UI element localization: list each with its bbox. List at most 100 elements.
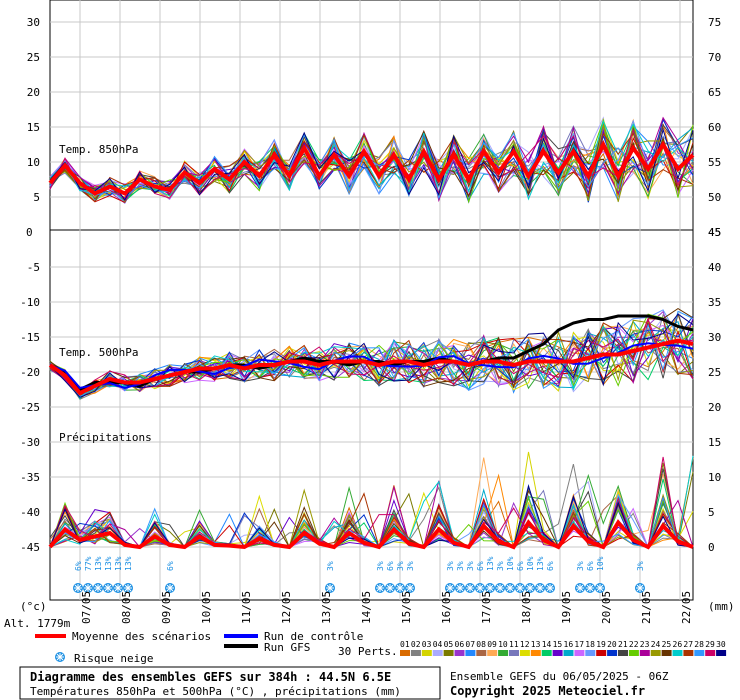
mean-850-line	[48, 139, 695, 196]
mean-500-line	[48, 338, 694, 396]
x-date-label: 11/05	[240, 591, 253, 624]
pert-code: 21	[618, 640, 628, 649]
snowflake-icon	[505, 583, 515, 593]
tick-label-850-left: 10	[27, 156, 40, 169]
pert-swatch	[607, 650, 618, 656]
legend-perts-label: 30 Perts.	[338, 645, 398, 658]
snowflake-icon	[535, 583, 545, 593]
tick-label-500-right: 0	[708, 541, 715, 554]
legend-mean-label: Moyenne des scénarios	[72, 630, 211, 643]
snow-risk-pct: 10%	[526, 556, 535, 571]
x-date-label: 20/05	[600, 591, 613, 624]
member-850-line	[49, 118, 694, 204]
pert-code: 07	[465, 640, 475, 649]
x-date-label: 22/05	[680, 591, 693, 624]
x-date-label: 17/05	[480, 591, 493, 624]
snow-risk-pct: 3%	[576, 561, 585, 571]
snowflake-icon	[83, 583, 93, 593]
snow-risk-pct: 77%	[84, 556, 93, 571]
pert-code: 28	[694, 640, 704, 649]
snow-risk-pct: 10%	[596, 556, 605, 571]
pert-code: 22	[629, 640, 639, 649]
snow-risk-pct: 6%	[516, 561, 525, 571]
pert-code: 19	[596, 640, 606, 649]
snowflake-icon	[455, 583, 465, 593]
tick-label-850-left: 30	[27, 16, 40, 29]
ticks-500: -5 -10 -15 -20 -25 -30 -35 -40 -45 45 40 35 30 25 20 15…	[20, 226, 721, 554]
tick-label-850-right: 55	[708, 156, 721, 169]
x-date-label: 13/05	[320, 591, 333, 624]
snowflake-icon	[445, 583, 455, 593]
member-500-line	[49, 331, 694, 399]
pert-code: 24	[651, 640, 661, 649]
tick-label-850-left: 15	[27, 121, 40, 134]
pert-swatch	[574, 650, 585, 656]
snow-risk-pct: 3%	[456, 561, 465, 571]
tick-label-500-right: 10	[708, 471, 721, 484]
pert-swatch	[509, 650, 519, 656]
footer-box	[19, 666, 441, 700]
mean-precip-line	[48, 519, 694, 550]
snow-risk-pct: 3%	[406, 561, 415, 571]
pert-swatch	[541, 650, 552, 656]
footer-title: Diagramme des ensembles GEFS sur 384h : …	[30, 670, 391, 684]
x-date-label: 07/05	[80, 591, 93, 624]
snow-risk-row: 6% 77% 13% 13% 13% 13% 6% 3% 3% 6% 3% 3% 3% 3% 3% 6% 13%…	[73, 556, 645, 593]
pert-code: 03	[422, 640, 432, 649]
pert-code: 25	[662, 640, 672, 649]
x-date-label: 19/05	[560, 591, 573, 624]
snowflake-icon	[395, 583, 405, 593]
snow-risk-pct: 6%	[546, 561, 555, 571]
pert-swatch	[596, 650, 607, 656]
pert-swatch	[421, 650, 432, 656]
pert-swatch	[454, 650, 465, 656]
pert-legend: 01 02 03 04 05 06 07 08 09 10 11 12 13 14 15 16 17 18 19 20…	[400, 640, 727, 656]
main-series	[48, 139, 695, 550]
tick-label-500-left: -45	[20, 541, 40, 554]
snowflake-icon	[475, 583, 485, 593]
member-500-line	[49, 319, 694, 396]
pert-code: 06	[455, 640, 465, 649]
snow-risk-pct: 13%	[104, 556, 113, 571]
x-date-label: 14/05	[360, 591, 373, 624]
pert-code: 12	[520, 640, 530, 649]
snow-risk-pct: 6%	[476, 561, 485, 571]
x-date-label: 21/05	[640, 591, 653, 624]
unit-right: (mm)	[708, 600, 735, 613]
pert-code: 30	[716, 640, 726, 649]
tick-label-500-left: -25	[20, 401, 40, 414]
pert-swatch	[618, 650, 628, 656]
snow-risk-pct: 13%	[486, 556, 495, 571]
tick-label-850-right: 70	[708, 51, 721, 64]
label-500: Temp. 500hPa	[59, 346, 138, 359]
snowflake-icon	[515, 583, 525, 593]
control-500-line	[49, 342, 694, 389]
pert-code: 05	[444, 640, 454, 649]
tick-label-850-right: 65	[708, 86, 721, 99]
pert-code: 13	[531, 640, 541, 649]
snowflake-icon	[525, 583, 535, 593]
snow-risk-pct: 13%	[94, 556, 103, 571]
snowflake-icon	[575, 583, 585, 593]
pert-swatch	[628, 650, 639, 656]
x-date-label: 10/05	[200, 591, 213, 624]
pert-swatch	[410, 650, 421, 656]
tick-label-500-left: -5	[27, 261, 40, 274]
pert-swatch	[443, 650, 454, 656]
tick-label-850-left: 5	[33, 191, 40, 204]
pert-code: 01	[400, 640, 410, 649]
snow-risk-pct: 6%	[166, 561, 175, 571]
snow-risk-pct: 10%	[506, 556, 515, 571]
footer-subtitle: Températures 850hPa et 500hPa (°C) , pré…	[30, 685, 401, 698]
snowflake-icon	[595, 583, 605, 593]
tick-label-500-right: 45	[708, 226, 721, 239]
tick-label-500-right: 40	[708, 261, 721, 274]
tick-label-500-left: -40	[20, 506, 40, 519]
member-850-line	[49, 132, 694, 203]
snowflake-icon	[113, 583, 123, 593]
snowflake-icon	[585, 583, 595, 593]
pert-code: 20	[607, 640, 617, 649]
pert-swatch	[465, 650, 476, 656]
tick-label-500-right: 30	[708, 331, 721, 344]
pert-swatch	[716, 650, 727, 656]
